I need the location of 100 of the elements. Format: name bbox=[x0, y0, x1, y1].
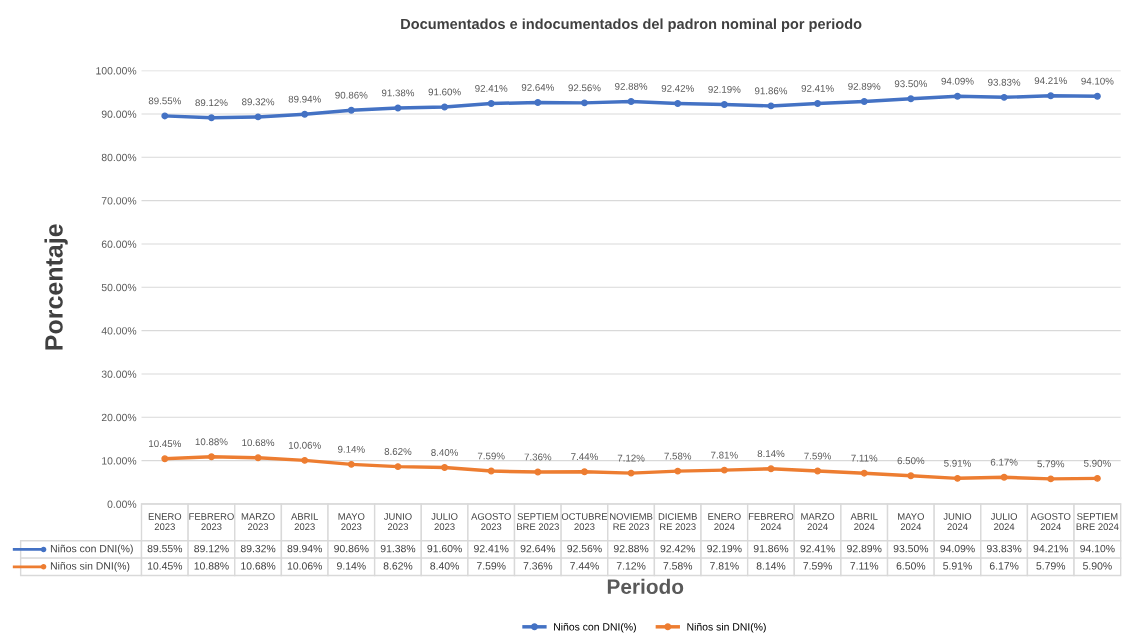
point bbox=[814, 467, 822, 475]
y-tick-label: 10.00% bbox=[102, 457, 137, 465]
point bbox=[394, 463, 402, 471]
point bbox=[1000, 473, 1008, 481]
point bbox=[441, 464, 449, 472]
text: 92.42% bbox=[661, 84, 694, 92]
data-label: 89.32% bbox=[240, 544, 276, 553]
data-label: 92.56% bbox=[567, 544, 602, 553]
data-label: 9.14% bbox=[337, 562, 366, 570]
text: 6.17% bbox=[990, 458, 1018, 466]
text: 91.86% bbox=[754, 87, 788, 95]
point bbox=[1093, 474, 1101, 482]
text: 6.50% bbox=[897, 457, 925, 465]
data-label: 8.62% bbox=[383, 562, 413, 570]
text: 7.59% bbox=[477, 452, 505, 460]
text: 94.09% bbox=[941, 77, 974, 85]
data-label: 89.94% bbox=[287, 544, 322, 553]
text: 8.40% bbox=[431, 449, 459, 456]
point bbox=[907, 472, 915, 480]
data-label: 7.12% bbox=[616, 562, 646, 570]
data-label: 91.38% bbox=[380, 544, 416, 553]
x-tick-label: FEBRERO 2024 bbox=[748, 513, 794, 531]
data-label: 89.55% bbox=[147, 544, 183, 553]
y-tick-label: 40.00% bbox=[101, 327, 137, 335]
point bbox=[580, 99, 588, 107]
text: 93.83% bbox=[988, 78, 1021, 86]
data-label: 7.81% bbox=[710, 562, 739, 570]
point bbox=[254, 454, 262, 462]
text: 5.90% bbox=[1083, 459, 1111, 467]
y-tick-label: 80.00% bbox=[101, 153, 137, 162]
point bbox=[301, 110, 309, 118]
x-tick-label: SEPTIEMBRE 2023 bbox=[517, 513, 559, 531]
data-label: 5.91% bbox=[943, 562, 972, 570]
x-tick-label: ABRIL 2023 bbox=[291, 513, 319, 531]
data-label: 92.64% bbox=[520, 544, 556, 553]
legend-label: Niños sin DNI(%) bbox=[50, 561, 130, 572]
point bbox=[954, 92, 961, 100]
point bbox=[580, 468, 588, 476]
data-label: 10.06% bbox=[287, 562, 322, 570]
x-tick-label: MARZO 2024 bbox=[801, 513, 835, 531]
text: 9.14% bbox=[338, 445, 365, 453]
text: 5.79% bbox=[1037, 460, 1065, 468]
data-label: 92.42% bbox=[660, 544, 696, 553]
point bbox=[1047, 475, 1055, 483]
x-axis-title: Periodo bbox=[607, 578, 684, 595]
point bbox=[767, 465, 775, 473]
point bbox=[534, 99, 542, 106]
text: Niños sin DNI(%) bbox=[687, 622, 766, 633]
data-label: 6.17% bbox=[989, 562, 1019, 570]
legend-label: Niños con DNI(%) bbox=[50, 544, 133, 555]
y-tick-label: 0.00% bbox=[107, 500, 137, 508]
text: 7.59% bbox=[804, 452, 832, 460]
point bbox=[347, 460, 355, 468]
x-tick-label: NOVIEMBRE 2023 bbox=[610, 513, 653, 531]
text: 90.86% bbox=[335, 91, 368, 99]
text: 7.36% bbox=[524, 453, 552, 461]
point bbox=[860, 97, 868, 105]
data-label: 92.41% bbox=[474, 544, 509, 553]
point bbox=[627, 469, 635, 477]
data-label: 8.14% bbox=[756, 562, 786, 570]
point bbox=[814, 100, 822, 107]
text: 10.88% bbox=[195, 438, 228, 446]
point bbox=[301, 456, 309, 464]
data-label: 10.88% bbox=[194, 562, 229, 570]
point bbox=[161, 112, 169, 120]
data-label: 7.11% bbox=[850, 562, 879, 570]
point bbox=[720, 100, 728, 108]
text: 94.10% bbox=[1081, 77, 1114, 85]
point bbox=[1000, 93, 1008, 101]
data-label: 94.09% bbox=[940, 544, 975, 553]
data-label: 7.44% bbox=[570, 562, 599, 570]
point bbox=[767, 102, 775, 110]
x-tick-label: MAYO 2024 bbox=[898, 513, 924, 531]
data-label: 10.45% bbox=[147, 562, 183, 570]
data-label: 5.79% bbox=[1036, 562, 1066, 570]
y-tick-label: 70.00% bbox=[101, 197, 137, 205]
text: 91.38% bbox=[381, 89, 415, 97]
text: 7.81% bbox=[711, 451, 738, 459]
point bbox=[161, 455, 169, 463]
x-tick-label: JUNIO 2023 bbox=[383, 513, 412, 531]
text: 89.55% bbox=[148, 97, 181, 105]
x-tick-label: SEPTIEMBRE 2024 bbox=[1076, 513, 1119, 531]
data-label: 10.68% bbox=[241, 562, 276, 570]
x-tick-label: JUNIO 2024 bbox=[943, 513, 972, 531]
text: 7.12% bbox=[617, 454, 645, 462]
data-label: 92.89% bbox=[847, 544, 882, 553]
point bbox=[207, 114, 215, 122]
x-tick-label: JULIO 2024 bbox=[990, 513, 1018, 531]
chart-title: Documentados e indocumentados del padron nominal por periodo bbox=[401, 18, 862, 32]
text: 7.11% bbox=[851, 454, 878, 462]
data-label: 94.21% bbox=[1033, 544, 1069, 553]
x-tick-label: AGOSTO 2024 bbox=[1030, 513, 1071, 531]
point bbox=[860, 469, 868, 477]
point bbox=[954, 474, 961, 482]
text: Niños con DNI(%) bbox=[554, 622, 636, 633]
point bbox=[1093, 92, 1101, 100]
x-tick-label: ENERO 2023 bbox=[148, 513, 182, 531]
point bbox=[487, 100, 495, 107]
text: 10.68% bbox=[242, 439, 275, 447]
y-tick-label: 30.00% bbox=[101, 370, 137, 378]
